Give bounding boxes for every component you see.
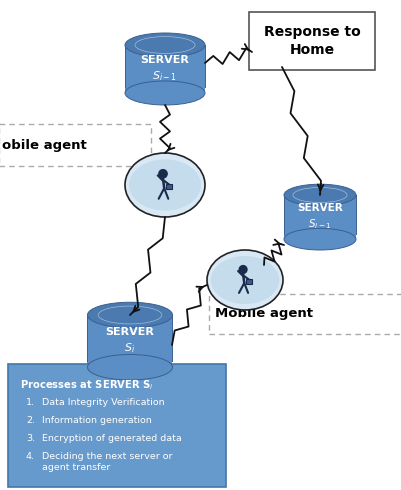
Bar (283, 195, 355, 239)
FancyBboxPatch shape (248, 12, 374, 70)
Ellipse shape (207, 250, 282, 310)
Text: Encryption of generated data: Encryption of generated data (42, 434, 181, 443)
Text: Information generation: Information generation (42, 416, 151, 425)
Text: 2.: 2. (26, 416, 35, 425)
Text: obile agent: obile agent (2, 139, 87, 151)
Text: Mobile agent: Mobile agent (215, 308, 312, 320)
Text: SERVER
$S_{i-1}$: SERVER $S_{i-1}$ (296, 203, 342, 231)
Text: 4.: 4. (26, 452, 35, 461)
Ellipse shape (125, 81, 205, 105)
Text: SERVER
$S_{i}$: SERVER $S_{i}$ (105, 327, 154, 355)
Ellipse shape (125, 153, 205, 217)
Ellipse shape (87, 302, 172, 328)
Ellipse shape (87, 354, 172, 380)
Ellipse shape (283, 228, 355, 250)
Circle shape (239, 266, 246, 273)
Text: Processes at SERVER S$_{i}$: Processes at SERVER S$_{i}$ (20, 378, 153, 392)
Text: 1.: 1. (26, 398, 35, 407)
Bar (245, 279, 251, 284)
Text: SERVER
$S_{i-1}$: SERVER $S_{i-1}$ (140, 55, 189, 83)
Bar (125, 45, 205, 93)
Text: Data Integrity Verification: Data Integrity Verification (42, 398, 164, 407)
Bar (166, 184, 172, 189)
FancyBboxPatch shape (8, 364, 225, 487)
Bar (87, 315, 172, 367)
Text: 3.: 3. (26, 434, 35, 443)
Text: Deciding the next server or
agent transfer: Deciding the next server or agent transf… (42, 452, 172, 472)
Ellipse shape (210, 256, 279, 304)
Ellipse shape (125, 33, 205, 57)
Ellipse shape (129, 159, 200, 211)
Text: Response to
Home: Response to Home (263, 25, 359, 57)
Circle shape (158, 170, 167, 178)
Ellipse shape (283, 184, 355, 206)
